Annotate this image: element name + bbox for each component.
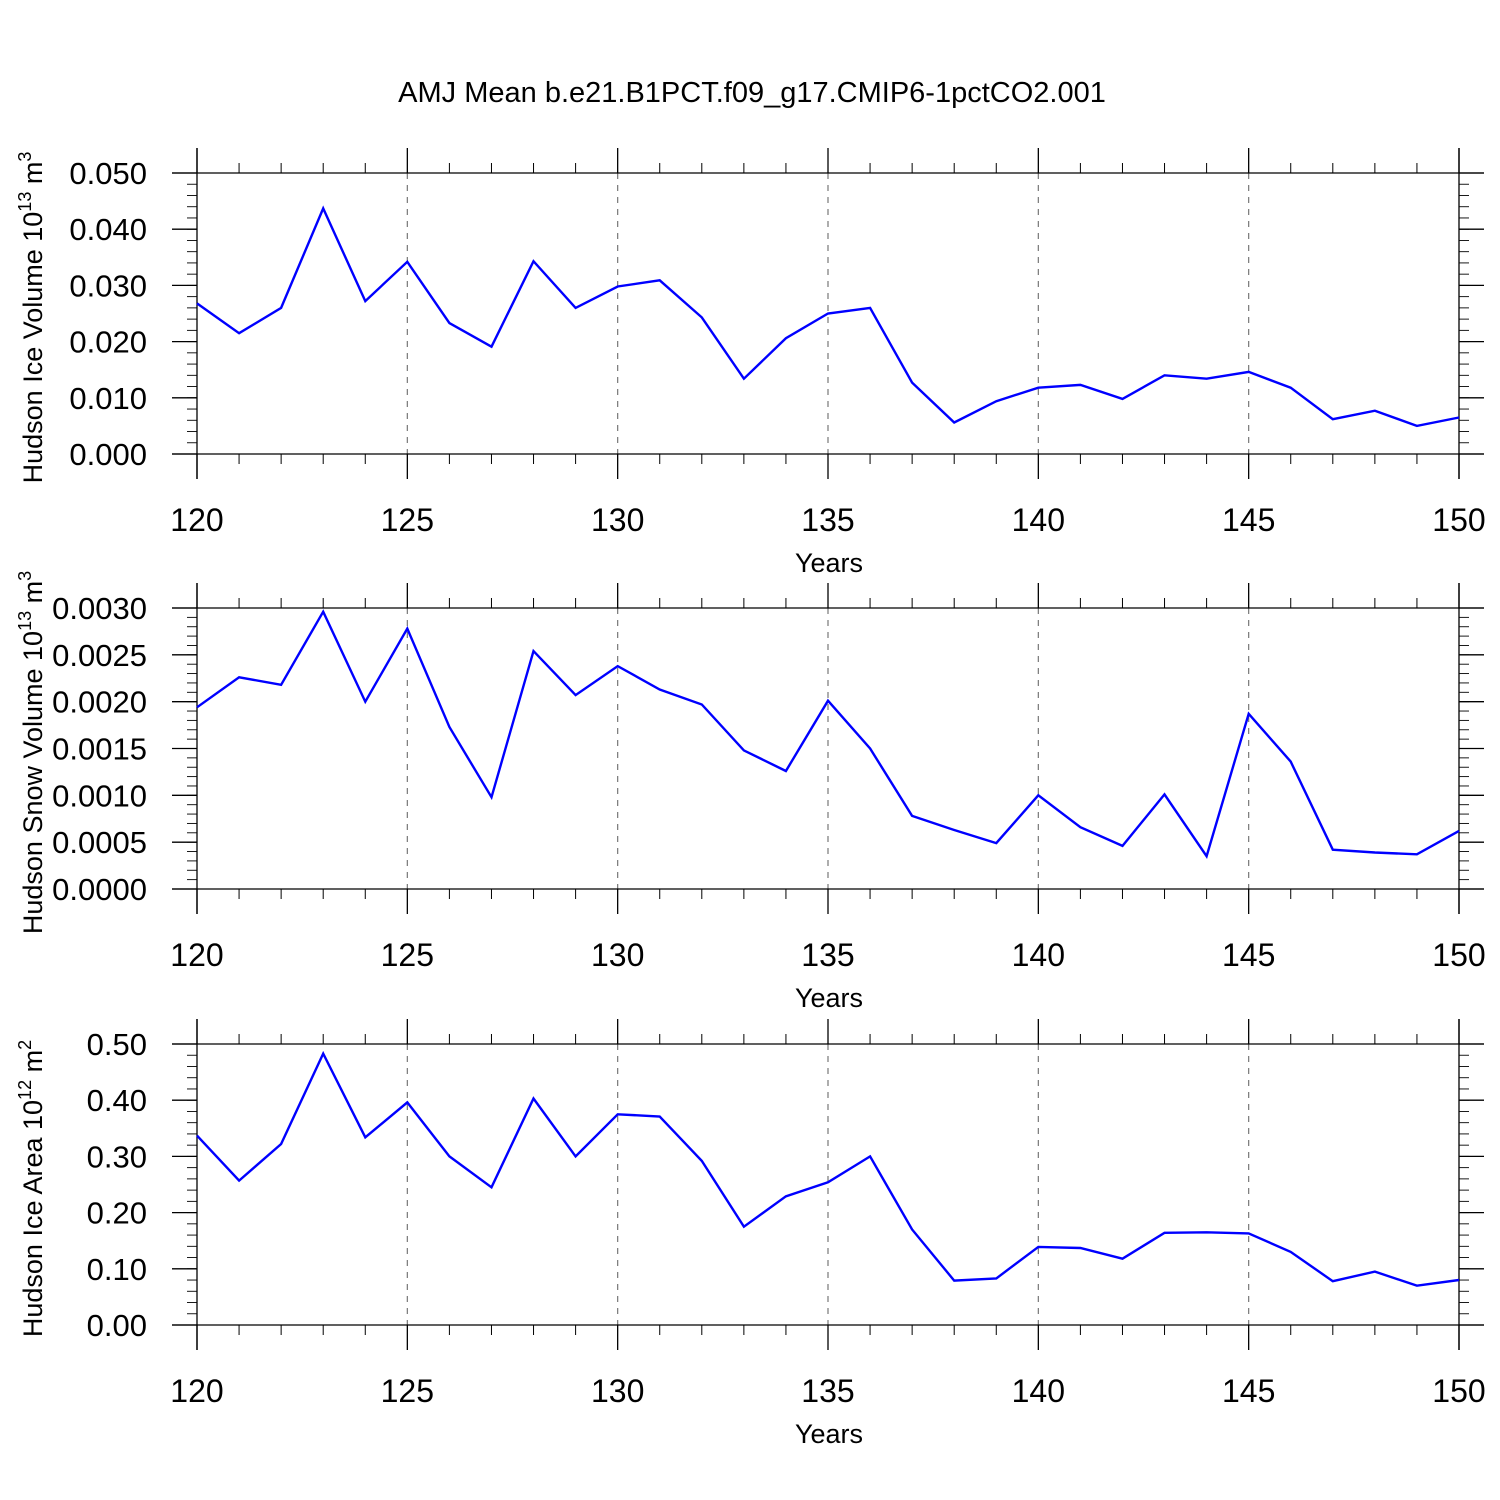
y-tick-label: 0.000 (69, 437, 147, 472)
x-tick-label: 120 (170, 502, 223, 538)
panel-2: 120 125 130 135 140 145 150 0.0000 0.0005 0.0010 0… (15, 571, 1486, 1013)
y-tick-label: 0.010 (69, 381, 147, 416)
x-tick-label: 120 (170, 937, 223, 973)
y-tick-label: 0.00 (87, 1308, 147, 1343)
x-tick-label: 145 (1222, 1373, 1275, 1409)
y-tick-label: 0.0015 (52, 732, 147, 767)
series-line-3 (196, 1050, 1460, 1287)
y-tick-label: 0.0020 (52, 685, 147, 720)
x-tick-label: 130 (591, 1373, 644, 1409)
x-axis-title: Years (795, 1419, 863, 1449)
y-tick-label: 0.050 (69, 156, 147, 191)
series-line-1 (196, 205, 1460, 428)
panel-3: 120 125 130 135 140 145 150 0.00 0.10 0.20 0.30 0.4… (15, 1019, 1486, 1449)
x-axis-title: Years (795, 983, 863, 1013)
x-tick-label: 130 (591, 502, 644, 538)
y-tick-label: 0.40 (87, 1083, 147, 1118)
x-tick-label: 135 (801, 937, 854, 973)
x-tick-label: 135 (801, 502, 854, 538)
x-tick-label: 125 (381, 1373, 434, 1409)
x-tick-label: 125 (381, 502, 434, 538)
y-tick-label: 0.20 (87, 1196, 147, 1231)
y-tick-label: 0.0025 (52, 638, 147, 673)
x-tick-label: 145 (1222, 937, 1275, 973)
y-tick-label: 0.0005 (52, 825, 147, 860)
x-tick-label: 135 (801, 1373, 854, 1409)
series-line-2 (196, 609, 1460, 859)
panel-1: 120 125 130 135 140 145 150 0.000 0.010 0.020 0.03… (15, 148, 1486, 578)
y-tick-label: 0.0010 (52, 778, 147, 813)
y-axis-title: Hudson Ice Volume 1013 m3 (15, 152, 48, 484)
x-tick-label: 140 (1012, 502, 1065, 538)
y-tick-label: 0.040 (69, 212, 147, 247)
y-axis-title: Hudson Ice Area 1012 m2 (15, 1040, 48, 1337)
y-tick-label: 0.020 (69, 325, 147, 360)
x-tick-label: 150 (1432, 502, 1485, 538)
y-tick-label: 0.10 (87, 1252, 147, 1287)
x-tick-label: 150 (1432, 937, 1485, 973)
chart-title: AMJ Mean b.e21.B1PCT.f09_g17.CMIP6-1pctC… (398, 77, 1106, 109)
x-tick-label: 140 (1012, 1373, 1065, 1409)
y-tick-label: 0.0030 (52, 591, 147, 626)
y-tick-label: 0.0000 (52, 872, 147, 907)
y-axis-title: Hudson Snow Volume 1013 m3 (15, 571, 48, 934)
x-tick-label: 145 (1222, 502, 1275, 538)
x-tick-label: 125 (381, 937, 434, 973)
y-tick-label: 0.030 (69, 268, 147, 303)
y-tick-label: 0.30 (87, 1139, 147, 1174)
x-tick-label: 130 (591, 937, 644, 973)
x-tick-label: 140 (1012, 937, 1065, 973)
y-tick-label: 0.50 (87, 1027, 147, 1062)
x-tick-label: 120 (170, 1373, 223, 1409)
x-tick-label: 150 (1432, 1373, 1485, 1409)
x-axis-title: Years (795, 548, 863, 578)
